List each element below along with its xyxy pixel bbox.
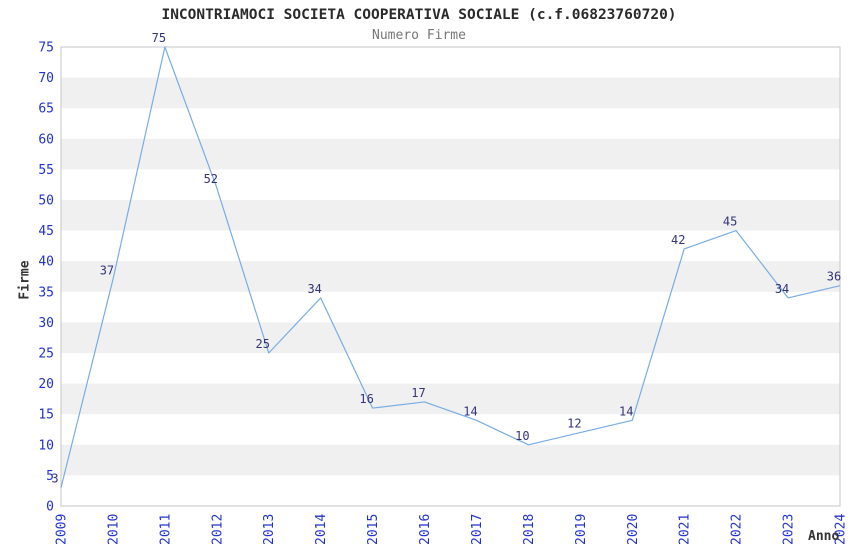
grid-band — [61, 138, 840, 170]
data-point-label: 25 — [256, 337, 270, 351]
grid-band — [61, 200, 840, 231]
y-tick-label: 5 — [46, 469, 54, 484]
plot-border — [60, 46, 841, 507]
grid-band — [61, 322, 840, 353]
data-point-label: 14 — [463, 404, 477, 418]
grid-band — [61, 383, 840, 415]
x-tick-label: 2013 — [262, 514, 277, 545]
grid-band — [61, 261, 840, 292]
data-point-label: 45 — [723, 215, 737, 229]
data-line — [60, 46, 841, 488]
y-tick-label: 35 — [38, 285, 54, 300]
data-point-label: 75 — [152, 31, 166, 45]
y-tick-label: 0 — [46, 500, 54, 515]
x-tick-label: 2020 — [626, 514, 641, 545]
data-point-label: 36 — [827, 270, 841, 284]
y-tick-label: 50 — [38, 194, 54, 209]
y-tick-label: 70 — [38, 71, 54, 86]
y-tick-label: 55 — [38, 163, 54, 178]
grid-band — [61, 444, 840, 476]
x-tick-label: 2018 — [522, 514, 537, 545]
y-tick-label: 15 — [38, 408, 54, 423]
x-axis-title: Anno — [808, 529, 840, 544]
data-point-label: 52 — [204, 172, 218, 186]
x-tick-label: 2010 — [106, 514, 121, 545]
y-tick-label: 30 — [38, 316, 54, 331]
y-tick-label: 60 — [38, 132, 54, 147]
x-tick-label: 2014 — [314, 514, 329, 545]
y-tick-label: 75 — [38, 41, 54, 56]
y-tick-label: 10 — [38, 438, 54, 453]
y-tick-label: 40 — [38, 255, 54, 270]
x-tick-label: 2011 — [158, 514, 173, 545]
x-tick-label: 2023 — [782, 514, 797, 545]
y-tick-label: 65 — [38, 102, 54, 117]
chart-subtitle: Numero Firme — [372, 28, 466, 43]
data-point-label: 42 — [671, 233, 685, 247]
x-tick-label: 2017 — [470, 514, 485, 545]
x-tick-label: 2019 — [574, 514, 589, 545]
data-point-label: 3 — [51, 472, 58, 486]
y-axis-title: Firme — [17, 260, 33, 300]
chart-title: INCONTRIAMOCI SOCIETA COOPERATIVA SOCIAL… — [161, 7, 677, 23]
x-tick-label: 2012 — [210, 514, 225, 545]
data-point-label: 10 — [515, 429, 529, 443]
x-tick-label: 2022 — [730, 514, 745, 545]
data-point-label: 37 — [100, 264, 114, 278]
x-tick-label: 2016 — [418, 514, 433, 545]
data-point-label: 34 — [307, 282, 321, 296]
data-point-label: 17 — [411, 386, 425, 400]
x-tick-label: 2024 — [834, 514, 849, 545]
x-tick-label: 2021 — [678, 514, 693, 545]
grid-band — [61, 77, 840, 109]
data-point-label: 34 — [775, 282, 789, 296]
x-tick-label: 2015 — [366, 514, 381, 545]
y-tick-label: 45 — [38, 224, 54, 239]
y-tick-label: 20 — [38, 377, 54, 392]
data-point-label: 12 — [567, 417, 581, 431]
y-tick-label: 25 — [38, 347, 54, 362]
data-point-label: 16 — [359, 392, 373, 406]
data-point-label: 14 — [619, 404, 633, 418]
x-tick-label: 2009 — [55, 514, 70, 545]
